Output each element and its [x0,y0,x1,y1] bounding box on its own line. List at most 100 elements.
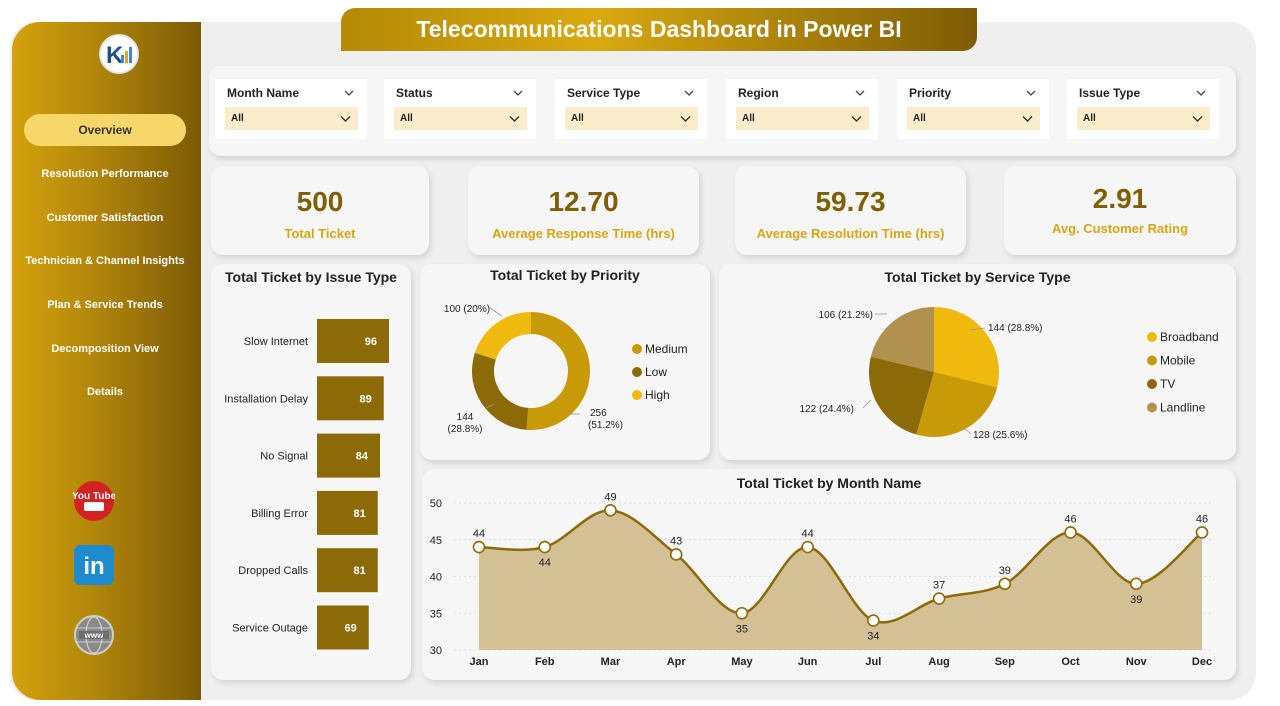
nav-item-details[interactable]: Details [86,386,124,398]
issue-type-chart-card: Total Ticket by Issue Type Slow Internet… [211,264,411,680]
slice-data-label: 122 (24.4%) [800,404,854,415]
y-tick-label: 30 [430,645,442,657]
nav-item-resolution-performance[interactable]: Resolution Performance [41,168,169,180]
bar-value-label: 81 [354,508,366,520]
service-slice-mobile[interactable] [916,372,998,437]
service-slice-broadband[interactable] [934,307,999,388]
kpi-value: 500 [296,186,344,217]
issue-bar[interactable] [317,548,378,593]
legend-label[interactable]: Landline [1160,401,1206,415]
bar-category-label: Dropped Calls [238,565,308,577]
filter-selected-value: All [400,113,413,124]
bar-value-label: 69 [345,623,357,635]
data-label: 46 [1064,513,1076,525]
filter-label: Service Type [567,86,641,100]
kpi-value: 59.73 [815,186,886,217]
chevron-down-icon[interactable] [1025,86,1037,98]
filter-selected-value: All [571,113,584,124]
filter-dropdown-service-type[interactable]: All [565,107,698,130]
company-logo: K [99,34,139,74]
legend-label[interactable]: Broadband [1160,330,1219,344]
data-point[interactable] [1195,526,1209,539]
month-chart-title: Total Ticket by Month Name [736,475,922,491]
data-label: 39 [999,565,1011,577]
nav-item-plan-service-trends[interactable]: Plan & Service Trends [47,299,163,311]
legend-label[interactable]: Low [645,365,667,379]
filter-dropdown-issue-type[interactable]: All [1077,107,1210,130]
x-tick-label: Jun [798,656,818,668]
kpi-label: Average Resolution Time (hrs) [756,226,945,241]
filter-selected-value: All [913,113,926,124]
priority-slice-low[interactable] [472,352,529,430]
data-point[interactable] [932,592,946,605]
legend-marker [632,344,642,354]
service-type-chart-title: Total Ticket by Service Type [884,269,1071,285]
leader-line [969,327,986,331]
bar-value-label: 89 [360,393,372,405]
data-point[interactable] [998,577,1012,591]
chevron-down-icon[interactable] [854,86,866,98]
data-label: 34 [867,631,879,643]
leader-line [963,427,972,435]
data-point[interactable] [735,606,749,620]
chevron-down-icon[interactable] [1195,86,1207,98]
priority-chart-title: Total Ticket by Priority [490,267,640,283]
filter-label: Month Name [227,86,299,100]
legend-label[interactable]: Medium [645,342,688,356]
chevron-down-icon [339,112,352,125]
nav-item-customer-satisfaction[interactable]: Customer Satisfaction [46,212,164,224]
legend-marker [1147,402,1157,413]
linkedin-icon[interactable]: in [73,544,115,586]
legend-label[interactable]: High [645,388,670,402]
issue-bar[interactable] [317,376,384,421]
service-slice-tv[interactable] [869,356,934,435]
data-point[interactable] [472,540,486,554]
nav-item-technician-channel-insights[interactable]: Technician & Channel Insights [25,255,185,267]
chevron-down-icon[interactable] [512,86,524,98]
bar-value-label: 84 [356,451,369,463]
filter-dropdown-status[interactable]: All [394,107,527,130]
chevron-down-icon [850,112,863,125]
data-point[interactable] [867,614,880,627]
kpi-card: 59.73 Average Resolution Time (hrs) [735,166,966,255]
slice-data-label: 144 [457,412,474,423]
slice-data-label: 100 (20%) [444,304,490,315]
x-tick-label: May [731,656,753,668]
filter-dropdown-priority[interactable]: All [907,107,1040,130]
chevron-down-icon[interactable] [683,86,695,98]
issue-bar[interactable] [317,433,380,478]
legend-marker [1147,379,1157,389]
filter-dropdown-month-name[interactable]: All [225,107,358,130]
nav-item-decomposition-view[interactable]: Decomposition View [51,343,159,355]
nav-item-overview[interactable]: Overview [24,114,186,146]
chevron-down-icon [679,112,692,125]
x-tick-label: Jan [470,656,489,668]
legend-marker [1147,332,1157,342]
x-tick-label: Oct [1061,656,1080,668]
issue-bar[interactable] [317,605,369,650]
data-point[interactable] [801,540,814,554]
data-point[interactable] [1129,577,1143,591]
chevron-down-icon[interactable] [343,86,355,98]
data-point[interactable] [1064,526,1077,539]
youtube-icon[interactable]: You Tube [73,480,115,522]
data-point[interactable] [538,540,552,554]
issue-bar[interactable] [317,319,389,363]
priority-slice-medium[interactable] [526,312,590,430]
priority-slice-high[interactable] [474,312,531,360]
website-icon-label: www [84,631,104,640]
data-point[interactable] [669,548,683,561]
service-slice-landline[interactable] [870,307,934,372]
legend-marker [632,367,642,377]
filter-dropdown-region[interactable]: All [736,107,869,130]
legend-label[interactable]: TV [1160,377,1175,391]
website-globe-icon[interactable]: www [73,614,115,656]
issue-bar[interactable] [317,490,378,535]
filter-region: Region All [726,79,878,139]
x-tick-label: Nov [1126,656,1148,668]
kpi-card: 12.70 Average Response Time (hrs) [468,166,699,255]
legend-label[interactable]: Mobile [1160,354,1196,368]
month-chart-card: Total Ticket by Month Name 30 35 40 45 50 44 4… [422,469,1236,680]
data-point[interactable] [604,504,617,517]
leader-line [485,403,495,409]
